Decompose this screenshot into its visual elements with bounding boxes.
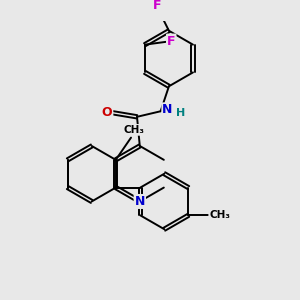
Text: N: N xyxy=(162,103,173,116)
Text: H: H xyxy=(176,109,185,118)
Text: F: F xyxy=(167,34,176,47)
Text: CH₃: CH₃ xyxy=(123,125,144,135)
Text: CH₃: CH₃ xyxy=(209,210,230,220)
Text: N: N xyxy=(135,195,145,208)
Text: F: F xyxy=(153,0,161,12)
Text: O: O xyxy=(102,106,112,118)
